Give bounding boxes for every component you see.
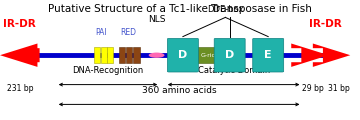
Polygon shape	[313, 43, 350, 67]
Text: E: E	[264, 50, 272, 60]
Text: Putative Structure of a Tc1-like Transposase in Fish: Putative Structure of a Tc1-like Transpo…	[48, 4, 312, 14]
FancyBboxPatch shape	[167, 38, 198, 72]
Text: NLS: NLS	[148, 15, 165, 24]
Text: DDE-box: DDE-box	[207, 4, 244, 14]
Text: RED: RED	[120, 28, 136, 37]
Bar	[126, 47, 132, 63]
Text: 360 amino acids: 360 amino acids	[142, 86, 216, 95]
Bar	[94, 47, 100, 63]
Text: DNA-Recognition: DNA-Recognition	[72, 66, 144, 75]
Polygon shape	[291, 43, 329, 67]
Text: IR-DR: IR-DR	[310, 19, 342, 29]
Text: G-rich: G-rich	[201, 53, 219, 58]
Text: Catalytic Domain: Catalytic Domain	[198, 66, 270, 75]
FancyBboxPatch shape	[214, 38, 245, 72]
Bar	[107, 47, 113, 63]
Text: D: D	[225, 50, 234, 60]
Text: IR-DR: IR-DR	[4, 19, 36, 29]
Polygon shape	[0, 43, 40, 67]
Bar	[119, 47, 125, 63]
Text: D: D	[178, 50, 188, 60]
Bar	[197, 47, 222, 63]
Text: 231 bp: 231 bp	[6, 84, 33, 93]
Bar	[101, 47, 107, 63]
Text: 31 bp: 31 bp	[328, 84, 349, 93]
Bar	[133, 47, 140, 63]
Text: 29 bp: 29 bp	[302, 84, 324, 93]
Text: PAI: PAI	[96, 28, 107, 37]
FancyBboxPatch shape	[253, 38, 284, 72]
Circle shape	[149, 53, 165, 58]
